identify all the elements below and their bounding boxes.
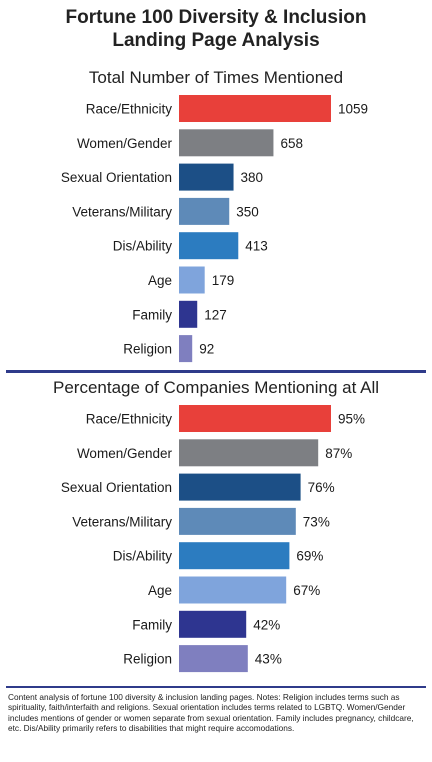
chart1-value-label-religion: 92 xyxy=(199,342,214,357)
chart1-bar-women-gender xyxy=(179,129,274,157)
chart1-category-label-family: Family xyxy=(132,307,172,322)
chart1-bar-religion xyxy=(179,335,193,363)
chart1-bar-family xyxy=(179,300,198,328)
chart1-bar-dis-ability xyxy=(179,232,239,260)
chart1-mentions: Race/Ethnicity 1059 Women/Gender 658 Sexual … xyxy=(61,95,368,363)
chart1-value-label-age: 179 xyxy=(212,273,235,288)
chart2-title: Percentage of Companies Mentioning at Al… xyxy=(52,378,380,397)
chart2-value-label-age: 67% xyxy=(293,583,320,598)
chart1-category-label-religion: Religion xyxy=(123,342,172,357)
chart1-title: Total Number of Times Mentioned xyxy=(88,68,344,87)
chart2-category-label-age: Age xyxy=(148,583,172,598)
chart2-bar-religion xyxy=(179,645,248,673)
chart2-category-label-women-gender: Women/Gender xyxy=(77,446,173,461)
chart2-category-label-dis-ability: Dis/Ability xyxy=(113,549,173,564)
chart2-bar-race-ethnicity xyxy=(179,405,331,432)
chart1-bar-sexual-orientation xyxy=(179,163,234,191)
chart2-bar-dis-ability xyxy=(179,542,290,570)
footnote: Content analysis of fortune 100 diversit… xyxy=(8,692,414,733)
chart1-value-label-dis-ability: 413 xyxy=(245,239,268,254)
chart1-value-label-sexual-orientation: 380 xyxy=(241,170,264,185)
chart2-value-label-veterans-military: 73% xyxy=(303,514,330,529)
chart2-bar-family xyxy=(179,610,247,638)
chart1-category-label-sexual-orientation: Sexual Orientation xyxy=(61,170,172,185)
chart1-value-label-women-gender: 658 xyxy=(280,136,303,151)
chart1-bar-veterans-military xyxy=(179,197,230,225)
chart2-value-label-family: 42% xyxy=(253,617,280,632)
chart1-category-label-veterans-military: Veterans/Military xyxy=(72,204,172,219)
chart2-category-label-veterans-military: Veterans/Military xyxy=(72,514,172,529)
chart1-category-label-dis-ability: Dis/Ability xyxy=(113,239,173,254)
chart2-value-label-religion: 43% xyxy=(255,652,282,667)
chart-main-title: Fortune 100 Diversity & Inclusion Landin… xyxy=(0,6,432,52)
chart2-bar-veterans-military xyxy=(179,507,296,535)
chart2-category-label-religion: Religion xyxy=(123,652,172,667)
chart1-bar-age xyxy=(179,266,205,294)
chart1-category-label-race-ethnicity: Race/Ethnicity xyxy=(86,102,173,117)
chart2-percentage: Race/Ethnicity 95% Women/Gender 87% Sexual O… xyxy=(61,405,365,673)
chart2-value-label-women-gender: 87% xyxy=(325,446,352,461)
chart2-bar-age xyxy=(179,576,287,604)
chart2-bar-sexual-orientation xyxy=(179,473,301,501)
chart1-value-label-veterans-military: 350 xyxy=(236,204,259,219)
title-line-1: Fortune 100 Diversity & Inclusion xyxy=(65,7,367,28)
chart2-value-label-sexual-orientation: 76% xyxy=(308,480,335,495)
chart1-value-label-family: 127 xyxy=(204,307,227,322)
footnote-divider xyxy=(6,686,426,688)
chart2-category-label-family: Family xyxy=(132,617,172,632)
chart2-category-label-race-ethnicity: Race/Ethnicity xyxy=(86,412,173,427)
chart1-value-label-race-ethnicity: 1059 xyxy=(338,102,368,117)
chart2-value-label-dis-ability: 69% xyxy=(296,549,323,564)
chart1-category-label-age: Age xyxy=(148,273,172,288)
chart1-category-label-women-gender: Women/Gender xyxy=(77,136,173,151)
chart2-value-label-race-ethnicity: 95% xyxy=(338,412,365,427)
chart1-bar-race-ethnicity xyxy=(179,95,331,122)
section-divider xyxy=(6,370,426,373)
chart2-bar-women-gender xyxy=(179,439,319,467)
title-line-2: Landing Page Analysis xyxy=(112,30,320,51)
chart2-category-label-sexual-orientation: Sexual Orientation xyxy=(61,480,172,495)
